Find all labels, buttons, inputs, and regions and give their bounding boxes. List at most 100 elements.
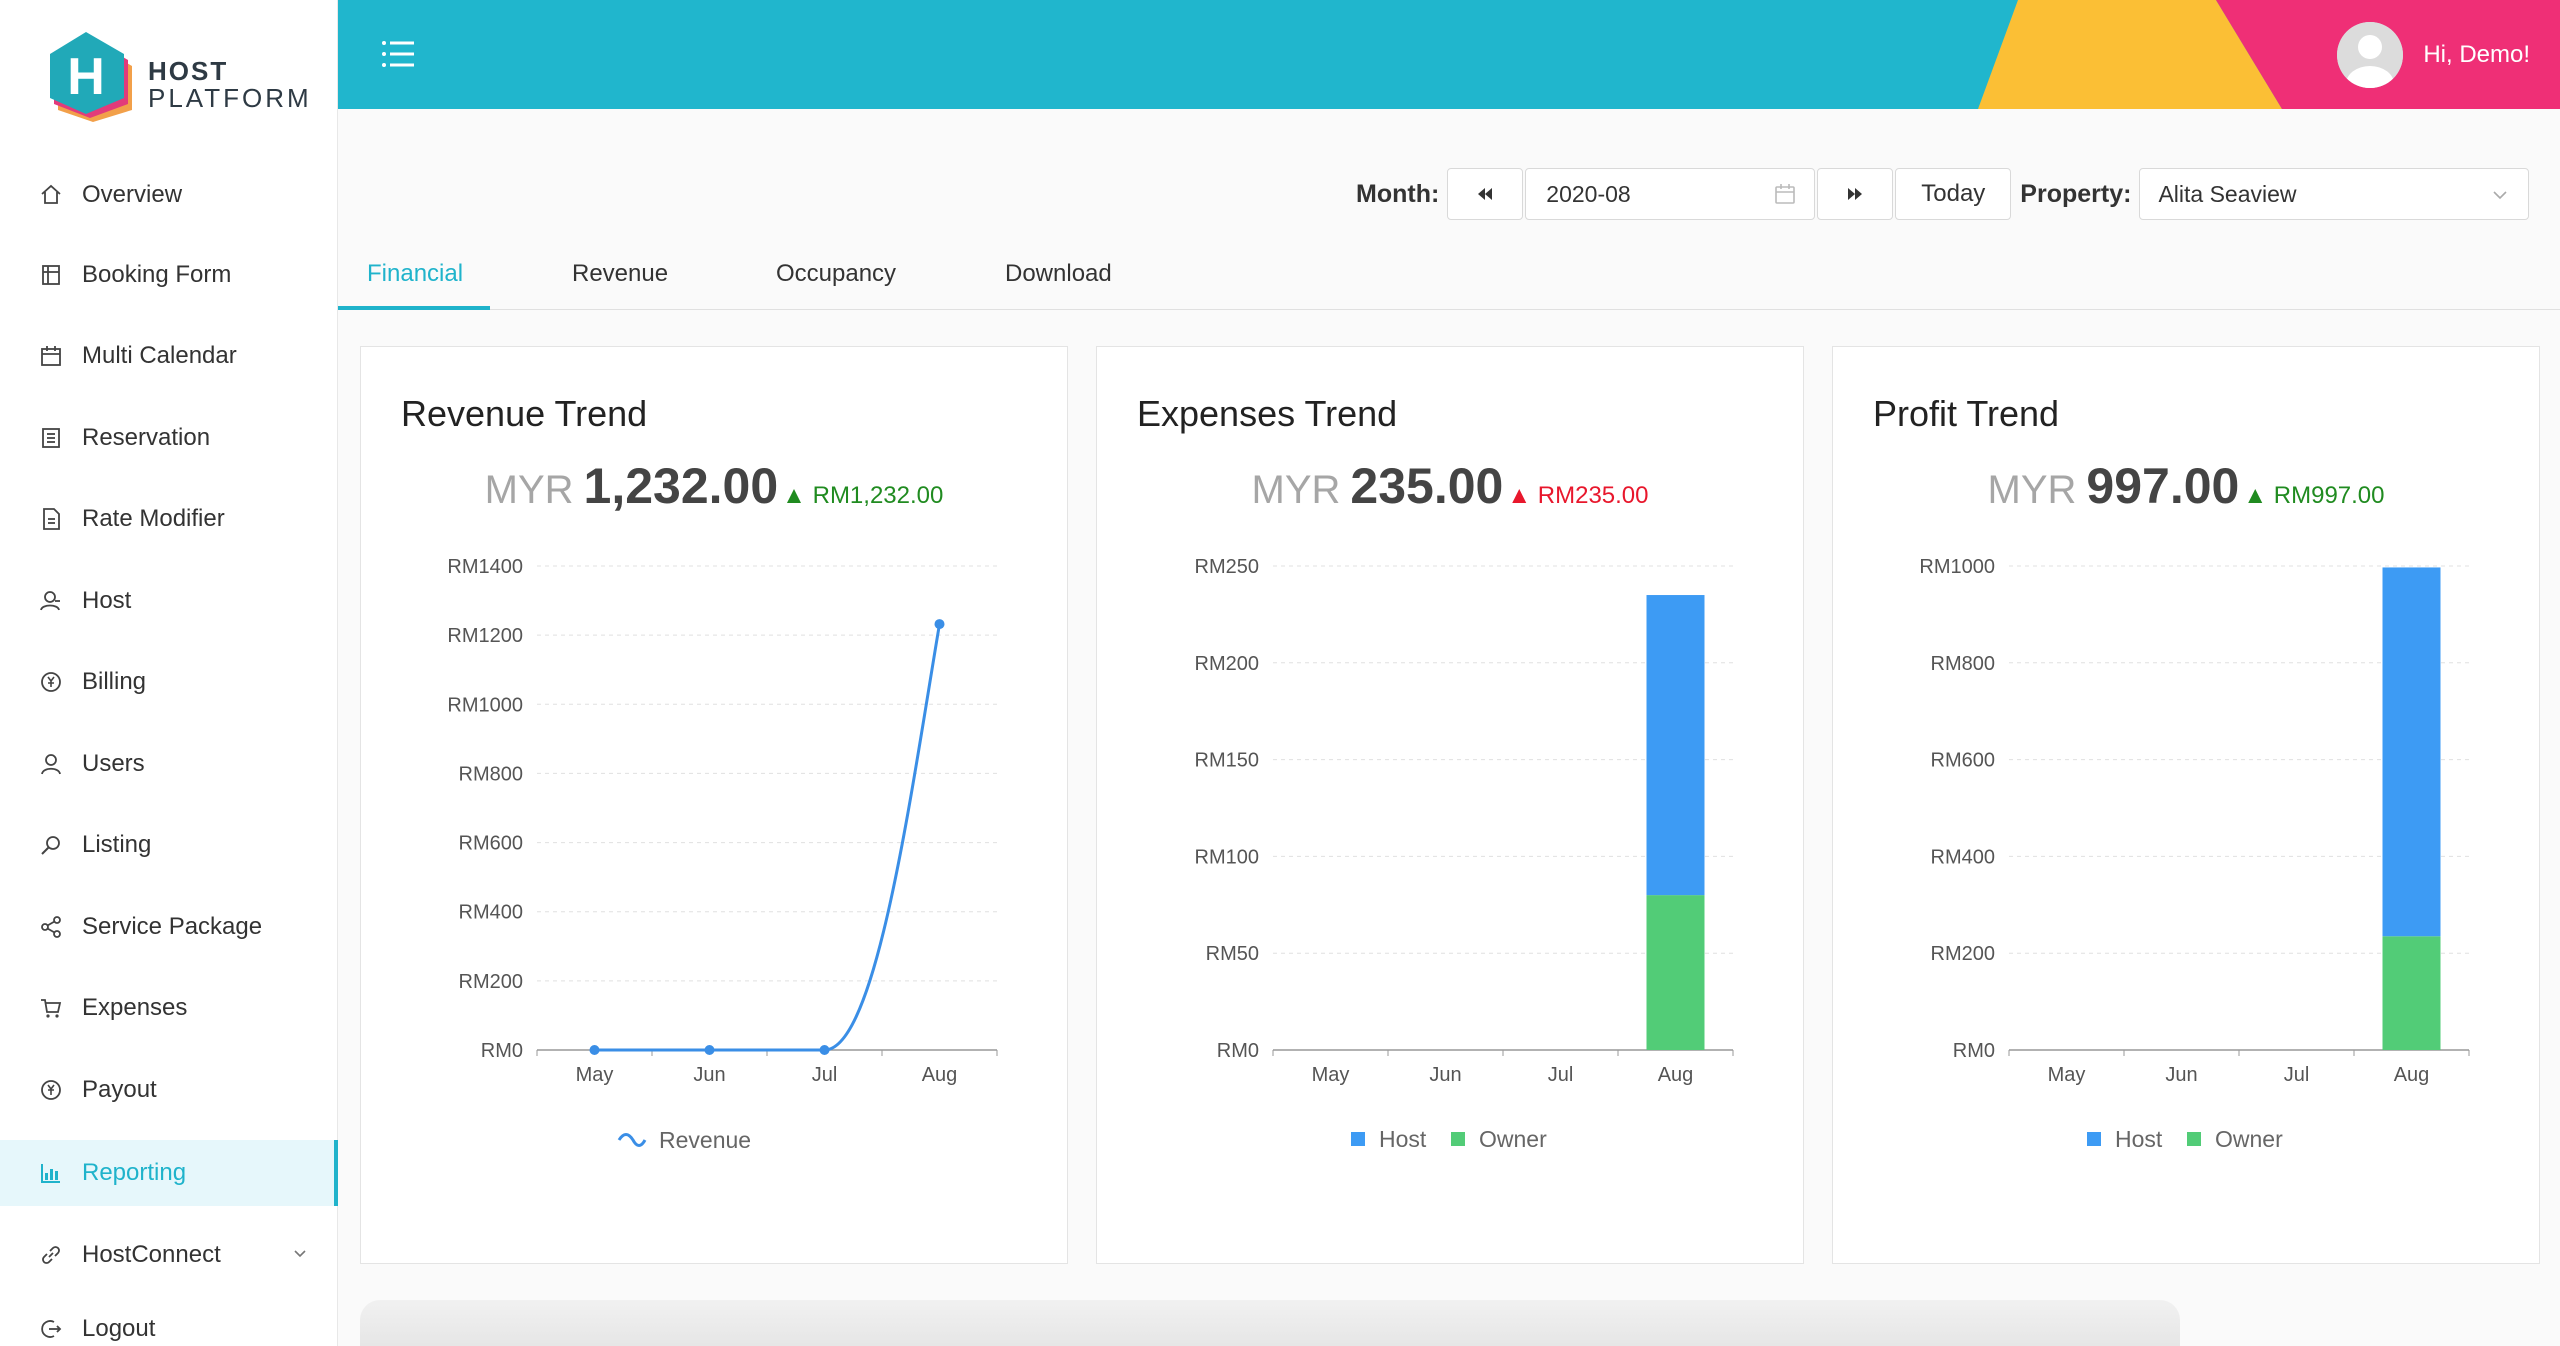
logo-mark-icon: H: [50, 32, 132, 122]
legend-swatch: [2087, 1132, 2101, 1146]
sidebar-item-listing[interactable]: Listing: [0, 812, 338, 878]
property-label: Property:: [2020, 179, 2132, 208]
x-tick-label: May: [2048, 1064, 2086, 1086]
card-title: Profit Trend: [1873, 393, 2060, 434]
sidebar-item-reporting[interactable]: Reporting: [0, 1140, 338, 1206]
list-icon: [38, 425, 64, 451]
sidebar-item-label: Overview: [82, 181, 183, 208]
share-icon: [38, 914, 64, 940]
property-select[interactable]: Alita Seaview: [2139, 168, 2530, 220]
sidebar-item-label: Payout: [82, 1076, 157, 1103]
data-point: [589, 1045, 600, 1055]
sidebar-item-logout[interactable]: Logout: [0, 1296, 338, 1346]
data-point: [819, 1045, 830, 1055]
card-title: Expenses Trend: [1137, 393, 1398, 434]
menu-toggle-icon[interactable]: [380, 36, 416, 72]
logout-icon: [38, 1316, 64, 1342]
x-tick-label: Jun: [2165, 1064, 2197, 1086]
host-icon: [38, 588, 64, 614]
sidebar-item-overview[interactable]: Overview: [0, 162, 338, 228]
billing-icon: [38, 669, 64, 695]
property-value: Alita Seaview: [2158, 180, 2297, 207]
sidebar-item-expenses[interactable]: Expenses: [0, 975, 338, 1041]
sidebar-item-service-package[interactable]: Service Package: [0, 894, 338, 960]
sidebar-item-label: Listing: [82, 831, 152, 858]
y-tick-label: RM600: [1931, 750, 1995, 772]
y-tick-label: RM200: [1931, 943, 1995, 965]
y-tick-label: RM150: [1195, 750, 1259, 772]
chevron-down-icon: [2493, 191, 2508, 200]
profit-chart: RM0 RM200 RM400 RM600 RM800 RM1000 May Jun Jul Au…: [1919, 556, 2470, 1152]
next-month-button[interactable]: [1817, 168, 1894, 220]
bar-host: [2382, 567, 2441, 937]
y-tick-label: RM0: [481, 1040, 523, 1062]
legend-label: Host: [1379, 1126, 1427, 1152]
tab-financial[interactable]: Financial: [367, 260, 464, 287]
tab-occupancy[interactable]: Occupancy: [776, 260, 897, 287]
link-icon: [38, 1242, 64, 1268]
y-tick-label: RM0: [1953, 1040, 1995, 1062]
document-icon: [38, 506, 64, 532]
search-icon: [38, 832, 64, 858]
y-tick-label: RM250: [1195, 556, 1259, 578]
y-tick-label: RM1000: [447, 694, 523, 716]
tab-download[interactable]: Download: [1005, 260, 1112, 287]
y-tick-label: RM800: [1931, 653, 1995, 675]
sidebar-item-label: Service Package: [82, 913, 263, 940]
month-value: 2020-08: [1546, 180, 1631, 207]
sidebar-item-label: HostConnect: [82, 1241, 221, 1268]
double-left-icon: [1478, 188, 1493, 200]
data-point: [704, 1045, 715, 1055]
y-tick-label: RM200: [459, 971, 523, 993]
trend-up-icon: ▲: [1507, 482, 1532, 509]
cart-icon: [38, 995, 64, 1021]
host-platform-logo[interactable]: H HOST PLATFORM: [48, 30, 309, 130]
month-picker[interactable]: 2020-08: [1525, 168, 1816, 220]
sidebar-item-label: Users: [82, 750, 145, 777]
user-greeting: Hi, Demo!: [2423, 41, 2530, 68]
header-decoration: [1978, 0, 2560, 109]
legend-swatch: [2187, 1132, 2201, 1146]
y-tick-label: RM100: [1195, 846, 1259, 868]
legend-line-icon: [617, 1133, 647, 1147]
sidebar-item-billing[interactable]: Billing: [0, 649, 338, 715]
sidebar-item-payout[interactable]: Payout: [0, 1057, 338, 1123]
kpi-summary: MYR 997.00 ▲ RM997.00: [1833, 457, 2539, 515]
sidebar-item-label: Billing: [82, 668, 147, 695]
svg-text:H: H: [67, 48, 105, 106]
sidebar-item-host[interactable]: Host: [0, 568, 338, 634]
bar-host: [1646, 595, 1705, 896]
legend-swatch: [1451, 1132, 1465, 1146]
sidebar-item-users[interactable]: Users: [0, 731, 338, 797]
sidebar-item-label: Logout: [82, 1315, 156, 1342]
logo-word-host: HOST: [148, 56, 229, 86]
sidebar-item-rate-modifier[interactable]: Rate Modifier: [0, 486, 338, 552]
card-title: Revenue Trend: [401, 393, 648, 434]
profit-trend-card: Profit Trend MYR 997.00 ▲ RM997.00 RM0 RM…: [1832, 346, 2540, 1264]
kpi-delta-value: RM997.00: [2273, 482, 2385, 509]
report-tabs: Financial Revenue Occupancy Download: [338, 248, 2560, 310]
sidebar-item-label: Rate Modifier: [82, 505, 225, 532]
expenses-chart: RM0 RM50 RM100 RM150 RM200 RM250 May Jun Jul Aug H…: [1195, 556, 1734, 1152]
kpi-summary: MYR 235.00 ▲ RM235.00: [1097, 457, 1803, 515]
legend-label: Owner: [2215, 1126, 2283, 1152]
today-button[interactable]: Today: [1895, 168, 2012, 220]
sidebar-item-multi-calendar[interactable]: Multi Calendar: [0, 323, 338, 389]
sidebar-item-booking-form[interactable]: Booking Form: [0, 242, 338, 308]
calendar-icon: [1775, 184, 1796, 204]
y-tick-label: RM1000: [1919, 556, 1995, 578]
avatar: [2337, 22, 2404, 88]
previous-month-button[interactable]: [1447, 168, 1524, 220]
x-tick-label: Jun: [693, 1064, 725, 1086]
y-tick-label: RM800: [459, 763, 523, 785]
sidebar-item-hostconnect[interactable]: HostConnect: [0, 1222, 338, 1288]
sidebar-item-label: Host: [82, 587, 132, 614]
x-tick-label: Jul: [2284, 1064, 2310, 1086]
x-tick-label: Jul: [1548, 1064, 1574, 1086]
user-menu[interactable]: Hi, Demo!: [2337, 22, 2530, 88]
kpi-currency: MYR: [1987, 468, 2077, 512]
sidebar-item-reservation[interactable]: Reservation: [0, 405, 338, 471]
legend-swatch: [1351, 1132, 1365, 1146]
tab-revenue[interactable]: Revenue: [572, 260, 669, 287]
sidebar-item-label: Booking Form: [82, 261, 232, 288]
